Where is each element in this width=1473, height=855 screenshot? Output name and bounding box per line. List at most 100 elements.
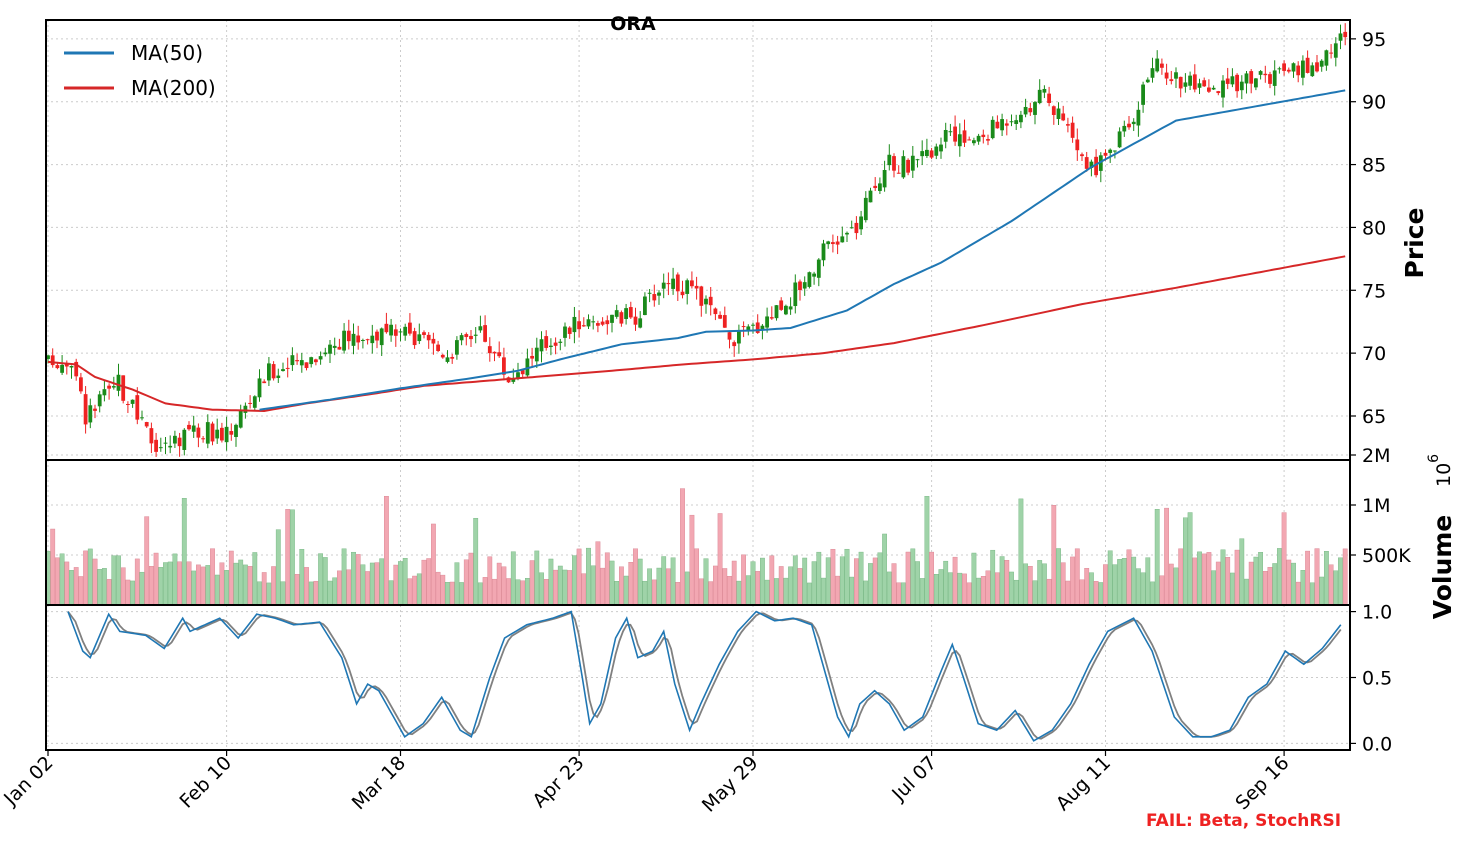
candle-body [685,280,690,294]
candle-body [342,330,346,351]
candle-body [205,422,210,444]
candle-body [328,344,332,354]
volume-bar [1032,580,1038,606]
volume-bar [1168,563,1174,606]
candle-body [478,326,483,331]
candle-body [276,375,281,378]
candle-body [643,296,647,316]
volume-bar [727,576,732,606]
volume-bar [1197,551,1202,606]
volume-bar [1220,549,1226,606]
volume-bar [1060,562,1066,606]
volume-bar [384,496,389,606]
candle-body [126,404,130,406]
candle-body [158,447,163,449]
volume-bar [647,568,653,606]
candle-body [1009,121,1014,123]
volume-bar [294,574,300,606]
volume-bar [210,548,215,606]
candle-body [784,305,788,315]
moving-average-lines [47,89,1346,413]
candle-body [732,342,737,347]
candle-body [769,317,774,319]
candle-body [586,319,591,327]
candle-body [346,330,351,342]
volume-bar [708,581,714,606]
volume-bar [1121,558,1127,606]
volume-bar [261,572,267,606]
volume-bar [214,574,220,606]
candle-body [384,323,389,333]
candle-body [892,156,896,171]
volume-bar [985,570,991,606]
volume-bar [1018,498,1024,606]
candle-body [779,300,784,310]
volume-bar [506,578,511,606]
volume-bar [1150,581,1155,606]
volume-bar [872,557,878,606]
candle-body [1207,87,1211,92]
candle-body [267,363,271,381]
candle-body [455,340,459,355]
candle-body [549,345,553,348]
candle-body [990,119,995,139]
volume-bar [802,557,808,606]
volume-bar [1131,556,1137,606]
volume-bar [224,570,229,606]
candle-body [718,314,722,319]
candle-body [1282,63,1286,71]
volume-bar [1135,568,1141,606]
volume-bar [976,577,982,606]
volume-bar [351,551,356,606]
stochastic-lines [67,610,1342,742]
volume-bar [379,558,385,606]
volume-bar [360,564,366,606]
candle-body [337,346,342,350]
candle-body [464,334,469,338]
candle-body [1178,76,1183,89]
volume-bar [1253,556,1259,606]
price-tick-label: 70 [1362,343,1386,365]
candle-body [1004,123,1009,126]
volume-bar [468,552,474,606]
volume-bar [125,579,131,606]
candle-body [1103,152,1108,156]
volume-bar [463,559,469,606]
candle-body [854,222,859,234]
volume-bar [807,582,812,606]
candle-body [845,232,849,235]
volume-tick-label: 2M [1362,445,1390,467]
candle-body [1268,74,1272,84]
volume-bar [139,571,145,606]
volume-bar [412,575,417,606]
candle-body [896,172,901,174]
candle-body [191,425,196,432]
candle-body [1197,83,1202,88]
candle-body [680,291,685,296]
candle-body [50,355,55,366]
candle-body [972,140,976,144]
volume-bars [45,488,1348,606]
candle-body [1155,58,1160,72]
volume-bar [670,557,676,606]
candle-body [97,394,102,407]
volume-bar [181,498,187,606]
candle-body [915,159,920,161]
volume-bar [933,574,939,606]
volume-bar [1276,548,1282,606]
candle-body [1263,73,1268,76]
volume-bar [242,564,248,606]
candle-body [187,424,191,430]
volume-bar [774,578,779,606]
candle-body [1310,65,1315,77]
candle-body [46,355,50,359]
volume-bar [327,580,333,606]
candle-body [149,428,154,444]
candle-body [704,298,708,305]
candle-body [544,336,549,348]
volume-bar [586,547,591,606]
volume-bar [496,562,502,606]
volume-bar [55,557,60,606]
price-tick-label: 65 [1362,406,1386,428]
volume-bar [111,555,117,606]
